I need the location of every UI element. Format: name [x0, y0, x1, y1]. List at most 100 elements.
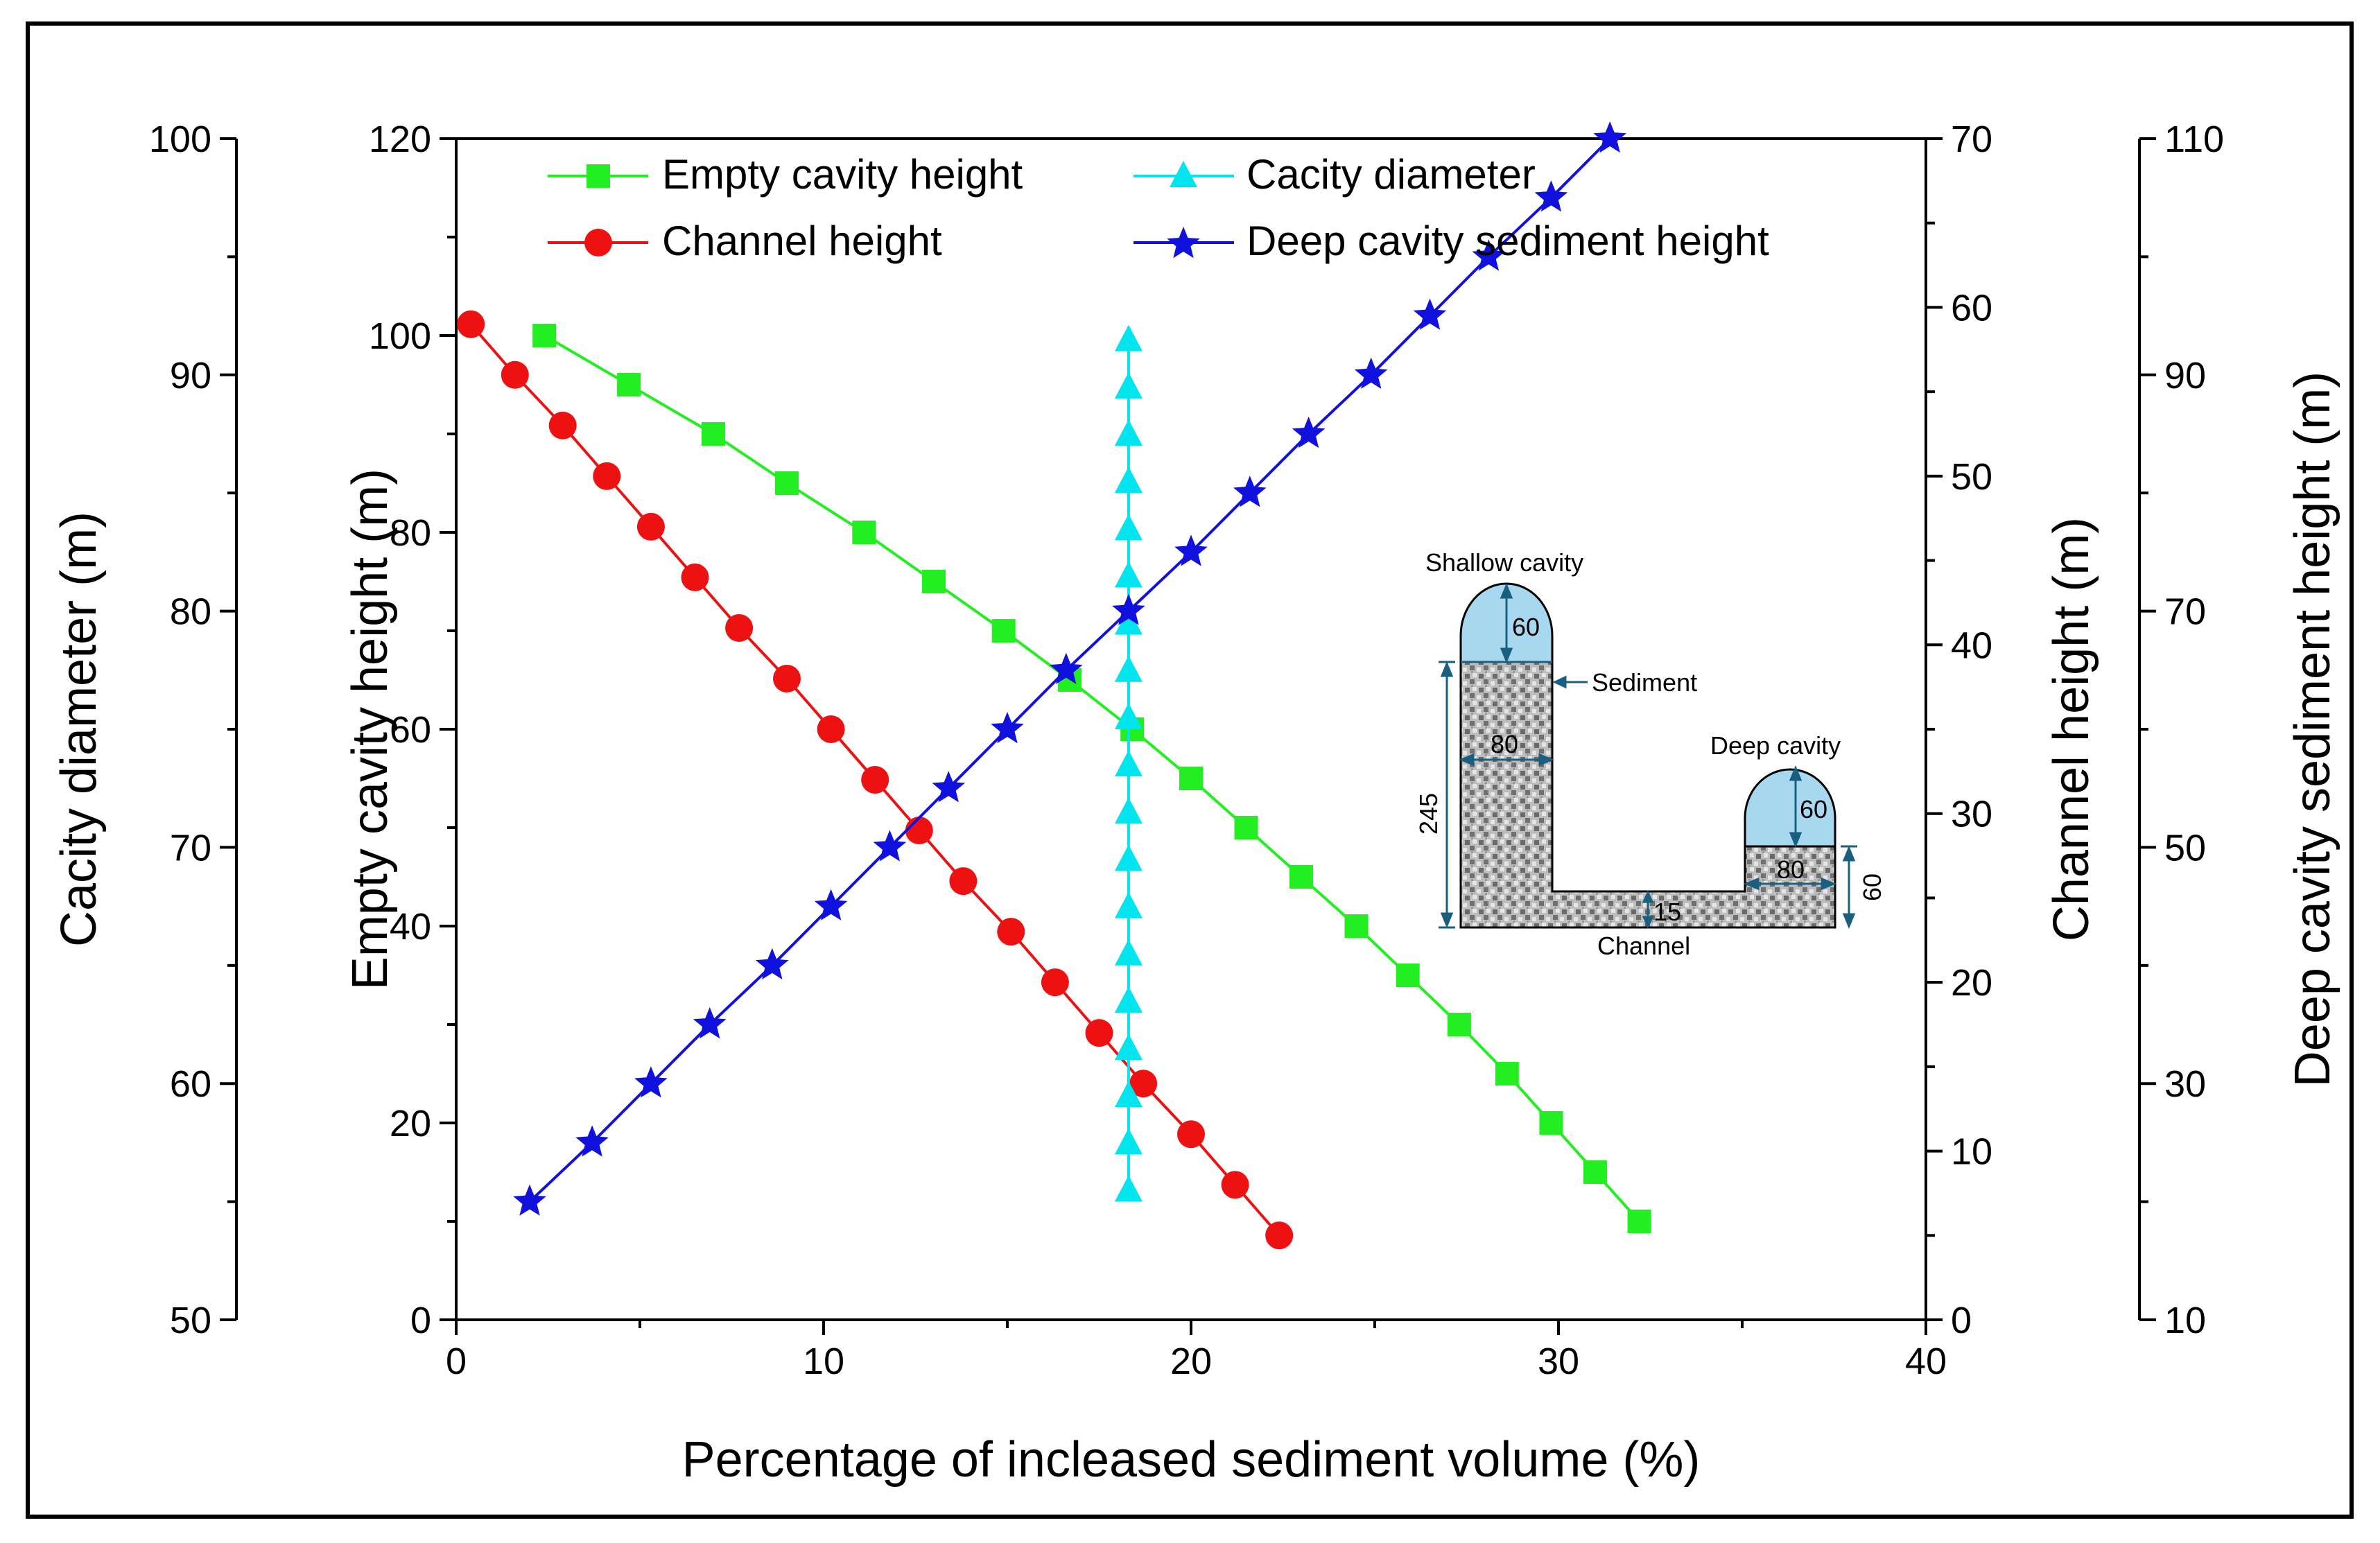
x-tick-label: 10 [803, 1341, 844, 1382]
data-point-cacity-diameter [1114, 324, 1143, 351]
data-point-channel-height [457, 310, 485, 338]
legend-marker-empty-cavity [587, 164, 610, 188]
data-point-channel-height [773, 664, 801, 692]
data-point-channel-height [905, 817, 933, 845]
legend-label-deep-sediment: Deep cavity sediment height [1247, 218, 1769, 264]
left-inner-axis-title: Empty cavity height (m) [342, 469, 398, 990]
data-point-empty-cavity-height [1539, 1111, 1563, 1135]
right-inner-tick-label: 40 [1951, 625, 1992, 666]
right-outer-tick-label: 30 [2164, 1063, 2206, 1105]
left-outer-tick-label: 90 [170, 355, 211, 396]
data-point-channel-height [997, 918, 1025, 946]
data-point-cacity-diameter [1114, 702, 1143, 729]
deep-cavity-dome [1744, 768, 1836, 848]
data-point-deep-cavity-sediment-height [873, 830, 907, 862]
left-outer-tick-label: 50 [170, 1300, 211, 1341]
left-outer-tick-label: 70 [170, 827, 211, 869]
data-point-channel-height [1177, 1120, 1205, 1149]
left-inner-tick-label: 20 [390, 1103, 431, 1144]
right-outer-tick-label: 90 [2164, 355, 2206, 396]
data-point-cacity-diameter [1114, 1081, 1143, 1108]
x-tick-label: 20 [1170, 1341, 1212, 1382]
right-outer-tick-label: 10 [2164, 1300, 2206, 1341]
x-tick-label: 40 [1905, 1341, 1947, 1382]
legend-label-channel: Channel height [662, 218, 942, 264]
series [457, 121, 1651, 1250]
data-point-empty-cavity-height [775, 471, 799, 495]
left-inner-tick-label: 0 [410, 1300, 431, 1341]
left-inner-tick-label: 100 [369, 315, 431, 357]
data-point-empty-cavity-height [852, 521, 876, 544]
data-point-deep-cavity-sediment-height [634, 1066, 668, 1098]
right-inner-tick-label: 0 [1951, 1300, 1972, 1341]
left-inner-tick-label: 120 [369, 119, 431, 160]
data-point-empty-cavity-height [991, 619, 1016, 643]
axes: 0 10 20 30 40 Percentage of incleased sedimen… [51, 119, 2340, 1488]
data-point-empty-cavity-height [1234, 816, 1258, 839]
legend-label-cavity-diameter: Cacity diameter [1247, 151, 1536, 198]
data-point-channel-height [1129, 1070, 1158, 1098]
data-point-channel-height [949, 867, 978, 896]
data-point-deep-cavity-sediment-height [1050, 652, 1083, 684]
data-point-empty-cavity-height [1179, 767, 1203, 790]
x-axis-title: Percentage of incleased sediment volume … [682, 1432, 1701, 1488]
legend-marker-cavity-diameter [1170, 161, 1197, 187]
right-outer-tick-label: 70 [2164, 591, 2206, 633]
left-outer-axis-title: Cacity diameter (m) [51, 512, 107, 947]
data-point-cacity-diameter [1114, 467, 1143, 494]
data-point-cacity-diameter [1114, 844, 1143, 871]
data-point-empty-cavity-height [1344, 914, 1369, 938]
inset-dim-deep-height: 60 [1858, 873, 1886, 901]
data-point-channel-height [1265, 1221, 1294, 1250]
figure-frame [26, 21, 2354, 1519]
data-point-channel-height [1221, 1171, 1249, 1199]
data-point-deep-cavity-sediment-height [814, 889, 848, 921]
data-point-empty-cavity-height [702, 422, 725, 446]
data-point-cacity-diameter [1114, 372, 1143, 399]
data-point-deep-cavity-sediment-height [756, 948, 789, 979]
left-inner-tick-label: 40 [390, 906, 431, 948]
data-point-cacity-diameter [1114, 939, 1143, 966]
left-inner-tick-label: 60 [390, 709, 431, 751]
inset-dim-deep-width: 80 [1777, 855, 1805, 884]
data-point-deep-cavity-sediment-height [1233, 476, 1267, 507]
x-tick-label: 30 [1538, 1341, 1579, 1382]
inset-dim-channel-height: 15 [1653, 898, 1681, 926]
right-outer-tick-label: 50 [2164, 827, 2206, 869]
data-point-empty-cavity-height [922, 570, 946, 593]
data-point-channel-height [1085, 1019, 1113, 1047]
data-point-deep-cavity-sediment-height [1472, 239, 1506, 271]
data-point-cacity-diameter [1114, 1128, 1143, 1155]
x-tick-label: 0 [446, 1341, 467, 1382]
data-point-channel-height [681, 563, 709, 591]
data-point-deep-cavity-sediment-height [513, 1184, 546, 1216]
data-point-empty-cavity-height [532, 324, 557, 347]
left-outer-tick-label: 100 [149, 119, 211, 160]
data-point-cacity-diameter [1114, 419, 1143, 446]
data-point-channel-height [593, 462, 621, 490]
right-inner-tick-label: 50 [1951, 456, 1992, 498]
data-point-deep-cavity-sediment-height [575, 1125, 609, 1157]
data-point-deep-cavity-sediment-height [1413, 298, 1447, 330]
data-point-cacity-diameter [1114, 1034, 1143, 1061]
right-outer-axis-title: Deep cavity sediment height (m) [2285, 372, 2340, 1087]
legend-marker-channel [584, 229, 612, 256]
data-point-channel-height [861, 766, 889, 794]
data-point-cacity-diameter [1114, 608, 1143, 635]
right-outer-tick-label: 110 [2164, 119, 2224, 160]
inset-dim-shallow-height: 245 [1414, 793, 1443, 835]
data-point-cacity-diameter [1114, 655, 1143, 682]
inset-dim-deep-dome: 60 [1800, 795, 1827, 823]
data-point-cacity-diameter [1114, 561, 1143, 588]
inset-dim-shallow-width: 80 [1491, 730, 1518, 758]
legend: Empty cavity height Cacity diameter Chan… [548, 151, 1769, 264]
data-point-deep-cavity-sediment-height [1112, 593, 1145, 625]
data-point-empty-cavity-height [1583, 1160, 1607, 1184]
dimension-lines [1439, 583, 1857, 929]
data-point-empty-cavity-height [1447, 1013, 1471, 1036]
data-point-deep-cavity-sediment-height [932, 771, 965, 803]
data-point-deep-cavity-sediment-height [1593, 121, 1626, 153]
data-point-channel-height [636, 512, 665, 541]
right-inner-tick-label: 30 [1951, 794, 1992, 835]
